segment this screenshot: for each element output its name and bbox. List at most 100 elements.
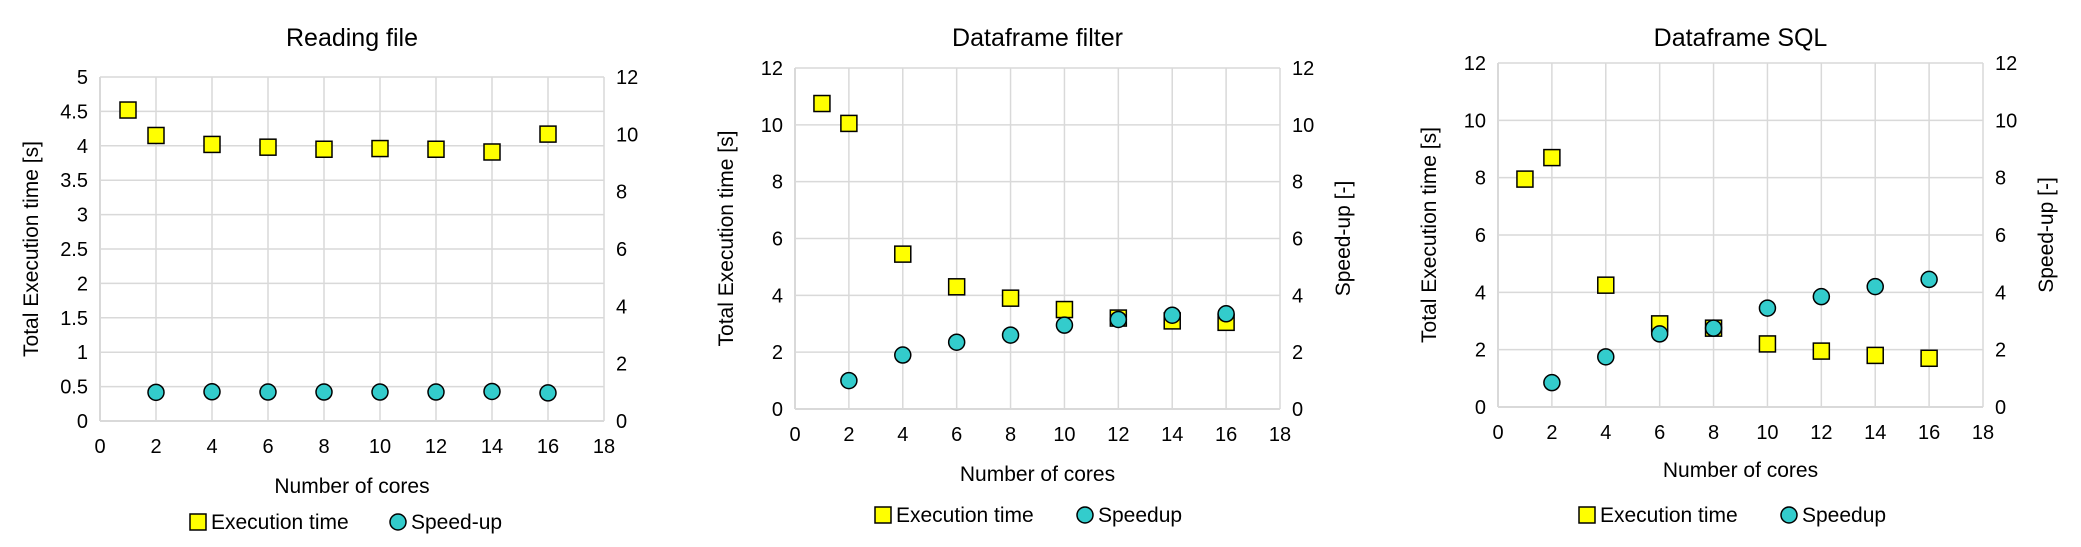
speedup-point: [1109, 310, 1128, 329]
x-tick-label: 2: [1546, 422, 1557, 444]
speedup-point: [315, 383, 333, 401]
execution-time-point: [1597, 276, 1615, 294]
speedup-point: [203, 383, 221, 401]
x-tick-label: 12: [425, 436, 447, 458]
x-axis-label: Number of cores: [960, 463, 1115, 486]
y-axis-label: Total Execution time [s]: [1418, 127, 1441, 343]
legend-marker-square: [1578, 506, 1596, 524]
x-tick-label: 0: [94, 436, 105, 458]
legend-marker-square: [189, 513, 207, 531]
legend-label: Execution time: [211, 511, 349, 534]
speedup-point: [1597, 348, 1615, 366]
y2-tick-label: 2: [616, 354, 627, 376]
execution-time-point: [483, 143, 501, 161]
y2-tick-label: 0: [1995, 397, 2006, 419]
execution-time-point: [813, 94, 831, 113]
x-tick-label: 12: [1810, 422, 1832, 444]
legend-marker-square: [874, 506, 892, 524]
execution-time-point: [203, 135, 221, 154]
execution-time-point: [1001, 289, 1020, 307]
execution-time-point: [539, 125, 557, 143]
y2-tick-label: 8: [616, 182, 627, 204]
legend-label: Execution time: [1600, 504, 1738, 527]
x-tick-label: 16: [537, 436, 559, 458]
y2-tick-label: 0: [1292, 399, 1303, 421]
y2-tick-label: 8: [1995, 168, 2006, 190]
legend-marker-circle: [389, 513, 407, 531]
x-tick-label: 0: [789, 424, 800, 446]
x-tick-label: 2: [843, 424, 854, 446]
x-tick-label: 14: [1864, 422, 1886, 444]
speedup-point: [840, 371, 858, 390]
y2-tick-label: 4: [616, 296, 627, 318]
y2-tick-label: 0: [616, 411, 627, 433]
x-tick-label: 4: [1600, 422, 1611, 444]
execution-time-point: [1812, 342, 1831, 360]
execution-time-point: [1516, 170, 1534, 188]
y-tick-label: 10: [1464, 110, 1486, 132]
x-tick-label: 4: [897, 424, 908, 446]
speedup-point: [894, 346, 912, 364]
y2-tick-label: 12: [1995, 53, 2017, 75]
y2-axis-label: Speed-up [-]: [2035, 177, 2058, 293]
y-tick-label: 12: [1464, 53, 1486, 75]
speedup-point: [1163, 306, 1181, 324]
x-tick-label: 6: [951, 424, 962, 446]
speedup-point: [371, 383, 389, 401]
x-tick-label: 10: [1053, 424, 1075, 446]
y2-tick-label: 10: [1292, 115, 1314, 137]
speedup-point: [1866, 277, 1884, 296]
y-axis-label: Total Execution time [s]: [20, 141, 43, 357]
y-tick-label: 0: [772, 399, 783, 421]
x-tick-label: 18: [593, 436, 615, 458]
speedup-point: [259, 383, 277, 401]
x-tick-label: 16: [1918, 422, 1940, 444]
y-tick-label: 2.5: [60, 239, 88, 261]
speedup-point: [427, 383, 445, 401]
y2-tick-label: 6: [1292, 229, 1303, 251]
y-tick-label: 8: [772, 172, 783, 194]
speedup-point: [1543, 373, 1561, 392]
speedup-point: [1217, 305, 1235, 323]
legend-label: Execution time: [896, 504, 1034, 527]
y-tick-label: 5: [77, 67, 88, 89]
y2-tick-label: 12: [1292, 58, 1314, 80]
x-tick-label: 8: [1708, 422, 1719, 444]
y-tick-label: 2: [77, 273, 88, 295]
speedup-point: [1920, 270, 1938, 289]
execution-time-point: [1543, 148, 1561, 167]
y2-tick-label: 8: [1292, 172, 1303, 194]
speedup-point: [483, 382, 501, 401]
speedup-point: [1055, 316, 1074, 334]
execution-time-point: [1866, 346, 1884, 365]
y2-tick-label: 10: [1995, 110, 2017, 132]
execution-time-point: [894, 245, 912, 263]
y-tick-label: 0: [77, 411, 88, 433]
execution-time-point: [371, 139, 389, 158]
y-tick-label: 3.5: [60, 170, 88, 192]
y-tick-label: 6: [772, 229, 783, 251]
y-tick-label: 0: [1475, 397, 1486, 419]
y-tick-label: 12: [761, 58, 783, 80]
execution-time-point: [840, 114, 858, 133]
legend-label: Speedup: [1098, 504, 1182, 527]
chart-title: Dataframe filter: [952, 24, 1123, 52]
execution-time-point: [427, 140, 445, 158]
x-tick-label: 4: [206, 436, 217, 458]
x-tick-label: 14: [481, 436, 503, 458]
y-tick-label: 2: [1475, 340, 1486, 362]
x-tick-label: 16: [1215, 424, 1237, 446]
x-tick-label: 6: [1654, 422, 1665, 444]
legend-label: Speedup: [1802, 504, 1886, 527]
speedup-point: [539, 384, 557, 402]
speedup-point: [1650, 325, 1669, 343]
y2-tick-label: 6: [1995, 225, 2006, 247]
execution-time-point: [947, 278, 966, 296]
speedup-point: [147, 383, 165, 402]
x-tick-label: 18: [1972, 422, 1994, 444]
x-tick-label: 8: [318, 436, 329, 458]
chart-title: Dataframe SQL: [1654, 24, 1828, 52]
x-tick-label: 6: [262, 436, 273, 458]
